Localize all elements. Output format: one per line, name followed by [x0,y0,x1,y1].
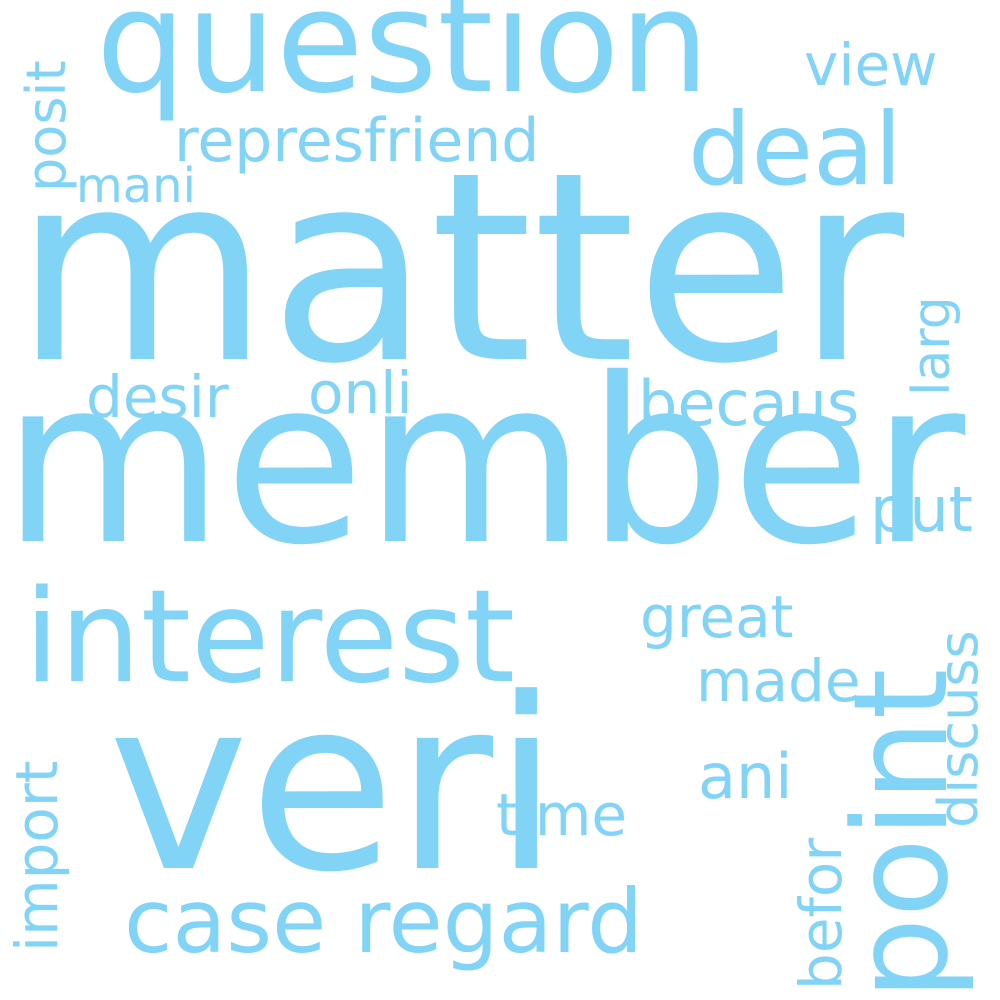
word-ani: ani [698,740,793,813]
word-point: point [825,668,977,1000]
word-case-regard: case regard [124,870,643,973]
word-desir: desir [86,363,229,431]
word-becaus: becaus [638,367,860,440]
word-veri: veri [108,648,560,925]
word-interest: interest [24,563,516,712]
word-great: great [640,583,794,651]
word-put: put [870,473,973,546]
word-member: member [2,329,966,595]
word-view: view [804,31,938,99]
word-posit: posit [15,60,78,192]
word-mani: mani [76,158,196,214]
word-represfriend: represfriend [174,106,540,176]
word-made: made [696,647,861,715]
word-time: time [496,781,628,849]
word-matter: matter [14,116,905,421]
word-deal: deal [688,91,903,208]
word-import: import [3,760,71,952]
word-larg: larg [902,296,962,396]
word-onli: onli [308,359,413,427]
word-question: question [96,0,710,125]
